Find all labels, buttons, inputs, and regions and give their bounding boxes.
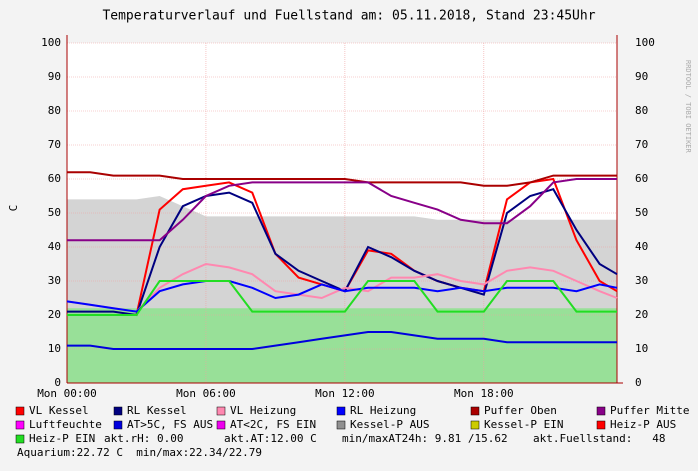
y-tick-label: 0 [635,376,642,389]
legend-swatch [15,406,25,416]
legend-swatch [113,420,123,430]
y-tick-label: 80 [635,104,648,117]
y-tick-label: 100 [635,36,655,49]
y-tick-label: 60 [48,172,61,185]
legend-label: Puffer Oben [484,404,557,417]
y-label: C [7,205,20,212]
y-tick-label: 30 [48,274,61,287]
legend-label: AT<2C, FS EIN [230,418,316,431]
y-tick-label: 30 [635,274,648,287]
y-tick-label: 20 [635,308,648,321]
legend-label: Kessel-P EIN [484,418,563,431]
legend-label: RL Heizung [350,404,416,417]
legend-swatch [15,420,25,430]
y-tick-label: 70 [635,138,648,151]
status-text: min/maxAT24h: 9.81 /15.62 [342,432,508,445]
legend-swatch [336,406,346,416]
legend-label: Heiz-P EIN [29,432,95,445]
legend-label: VL Heizung [230,404,296,417]
x-tick-label: Mon 06:00 [176,387,236,400]
series-line [67,280,617,316]
series-line [66,262,618,313]
legend-swatch [15,434,25,444]
area [67,308,617,383]
legend-swatch [216,406,226,416]
chart-title: Temperaturverlauf und Fuellstand am: 05.… [102,9,595,24]
y-tick-label: 90 [48,70,61,83]
y-tick-label: 0 [54,376,61,389]
status-text: akt.Fuellstand: 48 [533,432,665,445]
y-tick-label: 50 [48,206,61,219]
y-tick-label: 40 [635,240,648,253]
status-text: akt.AT:12.00 C [224,432,317,445]
series-line [67,171,617,187]
y-tick-label: 90 [635,70,648,83]
series-line [67,331,617,350]
y-tick-label: 100 [41,36,61,49]
series-line [67,178,617,242]
side-text: RRDTOOL / TOBI OETIKER [684,60,692,154]
y-tick-label: 60 [635,172,648,185]
legend-swatch [336,420,346,430]
y-tick-label: 50 [635,206,648,219]
status-text: akt.rH: 0.00 [104,432,183,445]
y-tick-label: 10 [635,342,648,355]
footer-text: Aquarium:22.72 C min/max:22.34/22.79 [17,446,262,459]
x-tick-label: Mon 18:00 [454,387,514,400]
series-line [66,280,618,313]
legend-label: Kessel-P AUS [350,418,429,431]
legend-label: AT>5C, FS AUS [127,418,213,431]
legend-swatch [470,406,480,416]
legend-label: Heiz-P AUS [610,418,676,431]
y-tick-label: 20 [48,308,61,321]
y-tick-label: 80 [48,104,61,117]
legend-swatch [470,420,480,430]
y-tick-label: 10 [48,342,61,355]
legend-label: VL Kessel [29,404,89,417]
legend-label: RL Kessel [127,404,187,417]
y-tick-label: 70 [48,138,61,151]
legend-swatch [596,420,606,430]
legend-swatch [216,420,226,430]
legend-swatch [596,406,606,416]
legend-swatch [113,406,123,416]
legend-label: Puffer Mitte [610,404,689,417]
y-tick-label: 40 [48,240,61,253]
x-tick-label: Mon 12:00 [315,387,375,400]
x-tick-label: Mon 00:00 [37,387,97,400]
legend-label: Luftfeuchte [29,418,102,431]
